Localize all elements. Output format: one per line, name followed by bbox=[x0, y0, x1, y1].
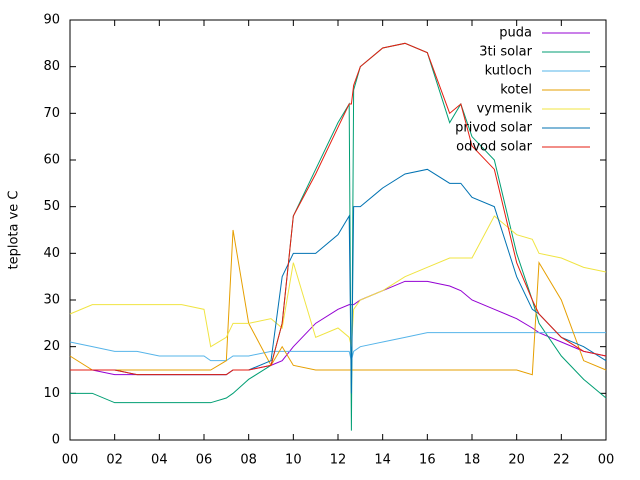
x-tick-label: 00 bbox=[598, 453, 615, 468]
y-tick-label: 70 bbox=[43, 106, 60, 121]
y-tick-label: 10 bbox=[43, 386, 60, 401]
legend-label: puda bbox=[499, 26, 532, 41]
x-tick-label: 12 bbox=[330, 453, 347, 468]
legend-label: kutloch bbox=[485, 64, 532, 79]
legend-label: kotel bbox=[500, 83, 532, 98]
series-line bbox=[69, 332, 606, 362]
y-tick-label: 60 bbox=[43, 153, 60, 168]
y-tick-label: 80 bbox=[43, 59, 60, 74]
series-line bbox=[69, 215, 607, 348]
y-tick-label: 40 bbox=[43, 246, 60, 261]
series-line bbox=[69, 229, 607, 376]
y-tick-label: 20 bbox=[43, 339, 60, 354]
legend-label: 3ti solar bbox=[479, 45, 532, 60]
legend-label: odvod solar bbox=[456, 140, 533, 155]
x-tick-label: 18 bbox=[464, 453, 481, 468]
y-tick-label: 30 bbox=[43, 293, 60, 308]
legend-label: vymenik bbox=[477, 102, 533, 117]
series-line bbox=[70, 42, 607, 376]
y-axis-label: teplota ve C bbox=[7, 190, 22, 269]
x-tick-label: 22 bbox=[553, 453, 570, 468]
legend-label: privod solar bbox=[455, 121, 533, 136]
x-tick-label: 04 bbox=[151, 453, 168, 468]
x-tick-label: 10 bbox=[285, 453, 302, 468]
x-tick-label: 08 bbox=[240, 453, 257, 468]
x-tick-label: 06 bbox=[196, 453, 213, 468]
y-tick-label: 50 bbox=[43, 199, 60, 214]
x-tick-label: 00 bbox=[62, 453, 79, 468]
x-tick-label: 16 bbox=[419, 453, 436, 468]
y-tick-label: 0 bbox=[52, 433, 60, 448]
x-tick-label: 14 bbox=[374, 453, 391, 468]
y-tick-label: 90 bbox=[43, 13, 60, 28]
x-tick-label: 20 bbox=[508, 453, 525, 468]
x-tick-label: 02 bbox=[106, 453, 123, 468]
